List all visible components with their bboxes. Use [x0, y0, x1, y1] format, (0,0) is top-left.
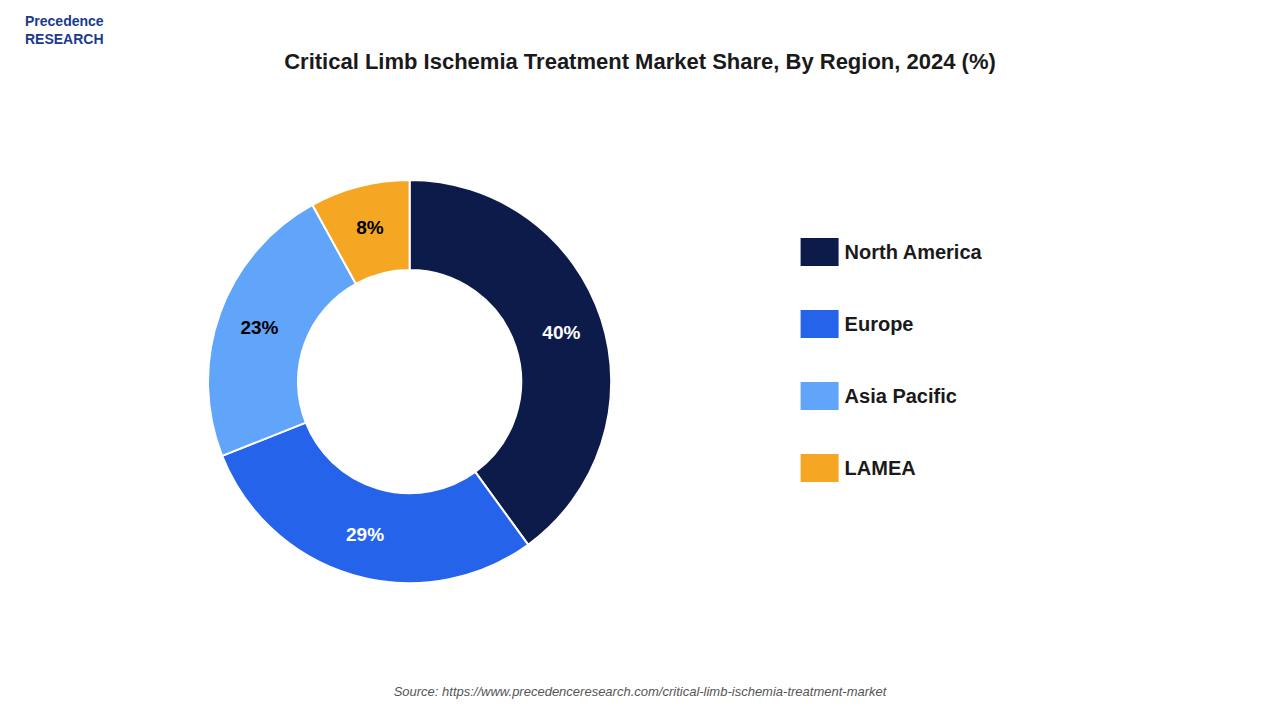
- svg-text:Critical Limb Ischemia Treatme: Critical Limb Ischemia Treatment Market …: [284, 49, 996, 74]
- svg-text:29%: 29%: [346, 524, 384, 545]
- svg-text:40%: 40%: [542, 322, 580, 343]
- svg-text:LAMEA: LAMEA: [845, 457, 916, 479]
- svg-text:8%: 8%: [356, 217, 384, 238]
- svg-text:23%: 23%: [240, 317, 278, 338]
- svg-text:North America: North America: [845, 241, 983, 263]
- svg-text:Precedence: Precedence: [25, 13, 104, 29]
- svg-text:RESEARCH: RESEARCH: [25, 31, 104, 47]
- svg-text:Asia Pacific: Asia Pacific: [845, 385, 957, 407]
- svg-text:Europe: Europe: [845, 313, 914, 335]
- svg-text:Source: https://www.precedence: Source: https://www.precedenceresearch.c…: [394, 684, 888, 699]
